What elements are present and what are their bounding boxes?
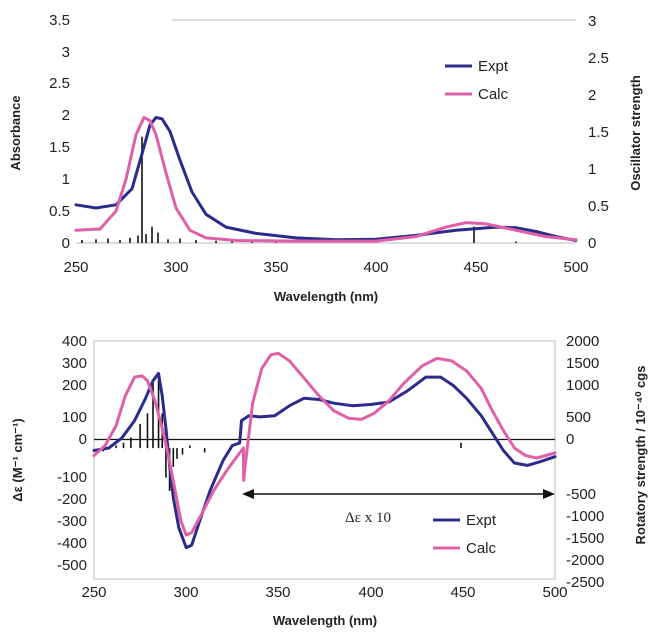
scale-arrow-left-head	[242, 489, 254, 499]
top-y-tick-label: 0	[62, 235, 70, 252]
top-y2-tick-label: 2	[588, 87, 596, 104]
top-y-tick-labels: 0 0.5 1 1.5 2 2.5 3 3.5	[49, 12, 70, 252]
top-x-tick-label: 250	[63, 259, 88, 276]
bottom-y-axis-title: Δε (M⁻¹ cm⁻¹)	[10, 418, 25, 501]
bottom-y-tick-label: -400	[57, 535, 87, 552]
top-y-axis-title: Absorbance	[8, 95, 23, 170]
top-legend-label-expt: Expt	[478, 58, 509, 75]
bottom-y-tick-label: 400	[62, 333, 87, 350]
top-series-lines	[74, 116, 578, 243]
bottom-y2-tick-label: -2000	[566, 552, 604, 569]
top-series-line-calc	[74, 116, 578, 243]
bottom-y2-tick-label: -500	[566, 486, 596, 503]
bottom-y2-tick-label: -2500	[566, 574, 604, 591]
top-y-tick-label: 3.5	[49, 12, 70, 29]
bottom-x-axis-title: Wavelength (nm)	[273, 613, 377, 628]
bottom-x-tick-label: 450	[450, 584, 475, 601]
bottom-plot-frame	[93, 340, 556, 580]
bottom-legend-label-expt: Expt	[466, 512, 497, 529]
bottom-y-tick-label: -100	[57, 469, 87, 486]
bottom-y-tick-label: 200	[62, 377, 87, 394]
bottom-x-tick-label: 300	[173, 584, 198, 601]
bottom-series-lines	[92, 351, 557, 550]
bottom-y2-tick-label: 500	[566, 409, 591, 426]
bottom-y2-tick-label: 1000	[566, 377, 599, 394]
bottom-y-tick-label: 300	[62, 355, 87, 372]
bottom-y-tick-label: -500	[57, 557, 87, 574]
bottom-x-tick-labels: 250 300 350 400 450 500	[81, 584, 567, 601]
bottom-y-tick-labels: -500 -400 -300 -200 -100 0 100 200 300 4…	[57, 333, 87, 574]
top-x-tick-labels: 250 300 350 400 450 500	[63, 259, 588, 276]
bottom-x-tick-label: 350	[265, 584, 290, 601]
top-y2-tick-label: 1.5	[588, 124, 609, 141]
bottom-y2-tick-label: 0	[566, 431, 574, 448]
scale-annotation: Δε x 10	[242, 489, 555, 526]
top-y2-tick-label: 0.5	[588, 198, 609, 215]
top-x-tick-label: 350	[263, 259, 288, 276]
top-y-tick-label: 1	[62, 171, 70, 188]
bottom-y2-tick-labels: -2500 -2000 -1500 -1000 -500 0 500 1000 …	[566, 333, 604, 591]
top-x-tick-label: 450	[463, 259, 488, 276]
bottom-x-tick-label: 400	[358, 584, 383, 601]
top-y2-tick-label: 1	[588, 161, 596, 178]
top-y2-tick-labels: 0 0.5 1 1.5 2 2.5 3	[588, 13, 609, 252]
top-x-tick-label: 500	[563, 259, 588, 276]
bottom-y2-tick-label: -1000	[566, 508, 604, 525]
top-y2-tick-label: 2.5	[588, 50, 609, 67]
bottom-x-tick-label: 250	[81, 584, 106, 601]
top-y2-tick-label: 0	[588, 235, 596, 252]
bottom-legend-label-calc: Calc	[466, 540, 497, 557]
bottom-y-tick-label: 0	[79, 431, 87, 448]
top-y-tick-label: 0.5	[49, 203, 70, 220]
top-y-tick-label: 2	[62, 107, 70, 124]
bottom-y2-tick-label: 2000	[566, 333, 599, 350]
bottom-x-tick-label: 500	[542, 584, 567, 601]
top-legend-label-calc: Calc	[478, 86, 509, 103]
top-legend: Expt Calc	[445, 58, 509, 103]
scale-annotation-label: Δε x 10	[345, 510, 391, 526]
bottom-series-line-expt	[92, 371, 557, 550]
top-y-tick-label: 3	[62, 44, 70, 61]
scale-arrow-right-head	[543, 489, 555, 499]
bottom-series-line-calc	[92, 351, 557, 537]
bottom-y-tick-label: -200	[57, 491, 87, 508]
ecd-chart: 250 300 350 400 450 500 -500 -400 -300 -…	[10, 333, 648, 628]
bottom-y2-axis-title: Rotatory strength / 10⁻⁴⁰ cgs	[633, 366, 648, 545]
top-y2-tick-label: 3	[588, 13, 596, 30]
top-x-tick-label: 400	[363, 259, 388, 276]
top-x-axis-title: Wavelength (nm)	[274, 289, 378, 304]
bottom-y-tick-label: -300	[57, 513, 87, 530]
top-y2-axis-title: Oscillator strength	[628, 75, 643, 191]
top-y-tick-label: 1.5	[49, 139, 70, 156]
top-x-tick-label: 300	[163, 259, 188, 276]
bottom-y2-tick-label: -1500	[566, 530, 604, 547]
top-y-tick-label: 2.5	[49, 75, 70, 92]
bottom-y-tick-label: 100	[62, 409, 87, 426]
bottom-legend: Expt Calc	[433, 512, 497, 557]
bottom-y2-tick-label: 1500	[566, 355, 599, 372]
